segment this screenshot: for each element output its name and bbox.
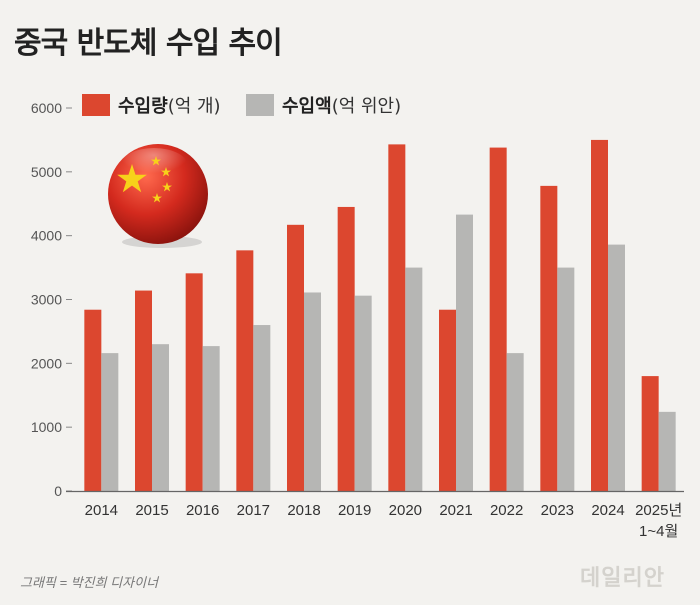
bar-volume <box>641 376 659 491</box>
bar-value <box>101 353 119 491</box>
china-flag-ball-icon <box>108 144 208 248</box>
legend-swatch-volume <box>82 94 110 116</box>
graphic-credit: 그래픽 = 박진희 디자이너 <box>20 575 159 590</box>
x-tick-label: 2019 <box>338 502 371 519</box>
bar-value <box>506 353 524 491</box>
y-tick-label: 0 <box>54 483 62 499</box>
y-tick-label: 1000 <box>31 419 62 435</box>
bar-value <box>202 346 220 491</box>
bar-value <box>152 344 169 491</box>
bar-volume <box>439 309 456 491</box>
legend-label-volume: 수입량 <box>118 96 168 117</box>
bar-value <box>608 244 625 491</box>
x-tick-label: 2021 <box>439 502 472 519</box>
legend-unit-value: (억 위안) <box>331 96 402 117</box>
bar-volume <box>185 273 203 491</box>
y-tick-label: 5000 <box>31 164 62 180</box>
x-tick-label: 2024 <box>591 502 624 519</box>
bar-value <box>456 214 473 491</box>
legend-swatch-value <box>246 94 274 116</box>
bar-volume <box>489 147 507 491</box>
x-tick-label: 1~4월 <box>639 523 678 540</box>
legend-label-value: 수입액 <box>282 96 332 117</box>
x-tick-label: 2022 <box>490 502 523 519</box>
x-tick-label: 2020 <box>389 502 422 519</box>
bar-value <box>405 267 423 491</box>
bar-volume <box>236 250 254 491</box>
y-tick-label: 4000 <box>31 228 62 244</box>
bar-value <box>557 267 575 491</box>
x-tick-label: 2018 <box>287 502 320 519</box>
dailian-logo: 데일리안 <box>580 566 665 591</box>
bar-volume <box>84 309 102 491</box>
bar-volume <box>540 185 558 492</box>
bar-value <box>304 292 321 491</box>
bar-value <box>253 325 271 491</box>
y-tick-label: 2000 <box>31 355 62 371</box>
y-tick-label: 6000 <box>31 100 62 116</box>
x-tick-label: 2016 <box>186 502 219 519</box>
bar-volume <box>287 224 304 491</box>
x-tick-label: 2023 <box>541 502 574 519</box>
bar-volume <box>135 290 152 491</box>
chart-title: 중국 반도체 수입 추이 <box>14 26 283 61</box>
bar-volume <box>388 144 406 491</box>
x-tick-label: 2015 <box>135 502 168 519</box>
bar-value <box>354 295 372 491</box>
legend-volume: 수입량 (억 개) <box>82 92 221 118</box>
bar-volume <box>591 139 608 491</box>
legend-value: 수입액 (억 위안) <box>246 92 401 118</box>
bar-volume <box>337 206 355 492</box>
x-tick-label: 2025년 <box>635 502 682 519</box>
y-tick-label: 3000 <box>31 292 62 308</box>
bar-value <box>658 411 676 491</box>
x-tick-label: 2017 <box>237 502 270 519</box>
x-tick-label: 2014 <box>85 502 118 519</box>
legend-unit-volume: (억 개) <box>167 96 221 117</box>
